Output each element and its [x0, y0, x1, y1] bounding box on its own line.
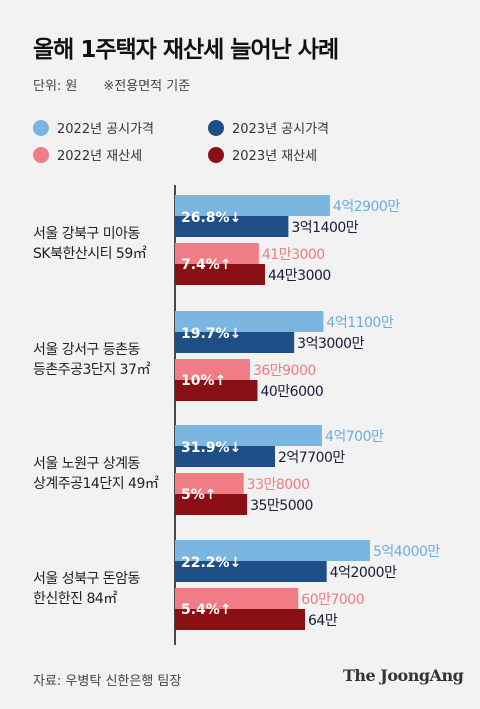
pct-change-price-3: 31.9%↓: [181, 440, 241, 456]
bar-tax2022-3: [175, 473, 244, 494]
bar-pub2023-4: [175, 561, 327, 582]
legend-label-tax2023: 2023년 재산세: [232, 149, 318, 164]
bar-pub2023-2: [175, 332, 295, 353]
bar-pub2023-1: [175, 216, 289, 237]
bar-tax2022-4: [175, 588, 299, 609]
bar-tax2023-3: [175, 494, 248, 515]
legend-swatch-pub2023: [208, 119, 224, 136]
bar-pub2022-2: [175, 311, 324, 332]
value-label-tax2023-3: 35만5000: [250, 498, 313, 514]
legend-item-pub2022: 2022년 공시가격: [33, 118, 154, 137]
legend-label-pub2023: 2023년 공시가격: [232, 122, 330, 137]
value-label-pub2023-2: 3억3000만: [297, 336, 364, 352]
area-note: ※전용면적 기준: [103, 79, 191, 94]
category-label-3-line1: 서울 노원구 상계동: [33, 456, 141, 472]
category-label-4-line1: 서울 성북구 돈암동: [33, 571, 141, 587]
value-label-tax2023-4: 64만: [308, 613, 338, 629]
bar-pub2022-1: [175, 195, 330, 216]
legend-label-tax2022: 2022년 재산세: [57, 149, 143, 164]
value-label-pub2023-4: 4억2000만: [330, 565, 397, 581]
chart-title: 올해 1주택자 재산세 늘어난 사례: [33, 37, 339, 63]
bar-tax2023-2: [175, 380, 258, 401]
value-label-pub2022-3: 4억700만: [325, 429, 384, 445]
unit-note: 단위: 원 ※전용면적 기준: [33, 75, 190, 94]
legend-swatch-tax2022: [33, 146, 49, 163]
brand-logo: The JoongAng: [343, 666, 464, 685]
category-label-1-line2: SK북한산시티 59㎡: [33, 246, 147, 262]
legend-swatch-pub2022: [33, 119, 49, 136]
value-label-pub2022-1: 4억2900만: [333, 199, 400, 215]
bar-pub2023-3: [175, 446, 276, 467]
pct-change-tax-3: 5%↑: [181, 487, 217, 503]
unit-label: 단위: 원: [33, 79, 78, 94]
value-label-tax2022-2: 36만9000: [253, 363, 316, 379]
category-label-4-line2: 한신한진 84㎡: [33, 591, 117, 607]
value-label-pub2023-3: 2억7700만: [278, 450, 345, 466]
bar-tax2022-1: [175, 243, 259, 264]
value-label-tax2023-1: 44만3000: [268, 268, 331, 284]
category-label-3-line2: 상계주공14단지 49㎡: [33, 476, 159, 492]
pct-change-tax-4: 5.4%↑: [181, 602, 232, 618]
legend-item-tax2022: 2022년 재산세: [33, 145, 142, 164]
source-note: 자료: 우병탁 신한은행 팀장: [33, 674, 182, 689]
pct-change-tax-1: 7.4%↑: [181, 257, 232, 273]
value-label-pub2022-4: 5억4000만: [373, 544, 440, 560]
value-label-tax2022-3: 33만8000: [247, 477, 310, 493]
value-label-pub2022-2: 4억1100만: [326, 315, 393, 331]
value-label-pub2023-1: 3억1400만: [291, 220, 358, 236]
category-label-2-line2: 등촌주공3단지 37㎡: [33, 362, 150, 378]
legend-item-pub2023: 2023년 공시가격: [208, 118, 329, 137]
pct-change-price-4: 22.2%↓: [181, 555, 241, 571]
category-label-2-line1: 서울 강서구 등촌동: [33, 342, 141, 358]
pct-change-price-2: 19.7%↓: [181, 326, 241, 342]
category-label-1-line1: 서울 강북구 미아동: [33, 226, 141, 242]
pct-change-tax-2: 10%↑: [181, 373, 226, 389]
bar-pub2022-4: [175, 540, 370, 561]
value-label-tax2023-2: 40만6000: [260, 384, 323, 400]
legend-item-tax2023: 2023년 재산세: [208, 145, 317, 164]
pct-change-price-1: 26.8%↓: [181, 210, 241, 226]
bar-tax2023-4: [175, 609, 305, 630]
bar-tax2023-1: [175, 264, 265, 285]
legend-label-pub2022: 2022년 공시가격: [57, 122, 155, 137]
legend-swatch-tax2023: [208, 146, 224, 163]
value-label-tax2022-4: 60만7000: [301, 592, 364, 608]
value-label-tax2022-1: 41만3000: [262, 247, 325, 263]
bar-tax2022-2: [175, 359, 250, 380]
bar-pub2022-3: [175, 425, 322, 446]
